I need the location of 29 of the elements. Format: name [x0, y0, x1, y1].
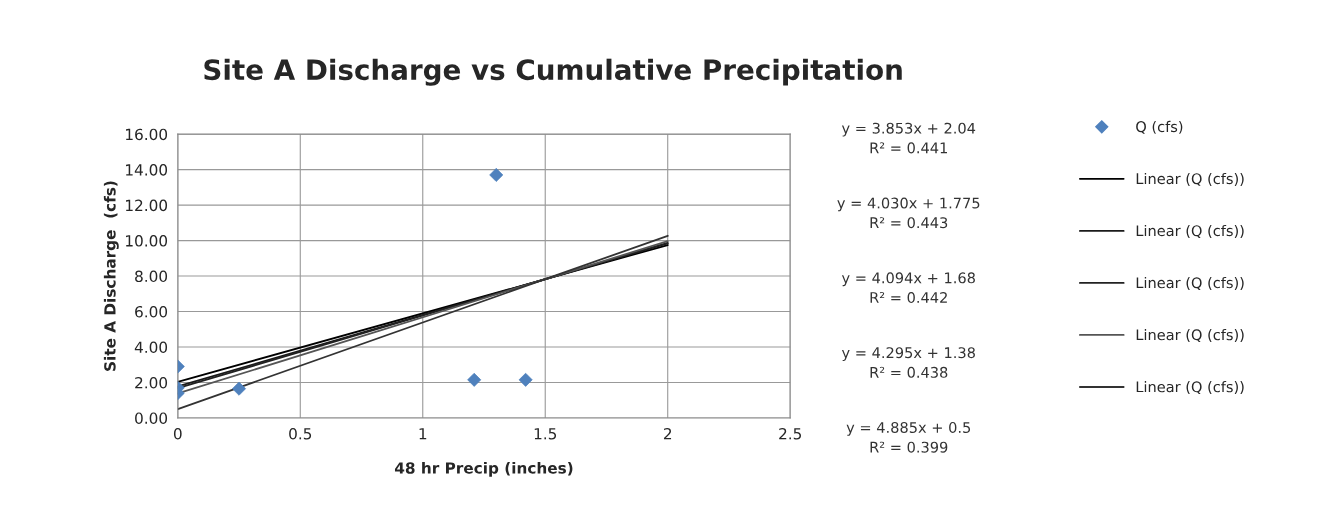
text: y = 4.295x + 1.38 R² = 0.438 — [841, 347, 975, 378]
y-tick-label: 0.00 — [135, 412, 168, 424]
y-tick-label: 16.00 — [126, 128, 168, 141]
legend-label: Linear (Q (cfs)) — [1136, 224, 1244, 238]
y-tick-label: 10.00 — [126, 235, 168, 247]
y-tick-label: 8.00 — [135, 270, 168, 283]
legend-label: Linear (Q (cfs)) — [1136, 276, 1244, 290]
x-tick-label: 1.5 — [534, 428, 557, 440]
chart-title: Site A Discharge vs Cumulative Precipitation — [204, 58, 902, 86]
x-tick-label: 2.5 — [779, 427, 802, 440]
y-tick-label: 14.00 — [126, 164, 168, 176]
y-axis-title: Site A Discharge (cfs) — [103, 181, 119, 371]
x-tick-label: 0.5 — [289, 427, 312, 440]
y-tick-label: 2.00 — [135, 376, 168, 389]
y-tick-label: 12.00 — [126, 199, 168, 212]
y-tick-label: 6.00 — [135, 306, 168, 318]
text: y = 3.853x + 2.04 R² = 0.441 — [841, 122, 976, 154]
legend-label: Linear (Q (cfs)) — [1136, 328, 1244, 342]
x-tick-label: 0 — [173, 427, 182, 440]
x-axis-title: 48 hr Precip (inches) — [394, 461, 573, 477]
legend-label: Linear (Q (cfs)) — [1136, 172, 1244, 186]
text: y = 4.885x + 0.5 R² = 0.399 — [846, 421, 971, 453]
text: y = 4.094x + 1.68 R² = 0.442 — [841, 272, 975, 304]
y-tick-label: 4.00 — [134, 341, 168, 354]
legend-label: Linear (Q (cfs)) — [1136, 381, 1244, 395]
legend-label: Q (cfs) — [1136, 120, 1183, 134]
x-tick-label: 1 — [419, 428, 427, 440]
text: y = 4.030x + 1.775 R² = 0.443 — [837, 197, 980, 229]
x-tick-label: 2 — [663, 427, 672, 440]
